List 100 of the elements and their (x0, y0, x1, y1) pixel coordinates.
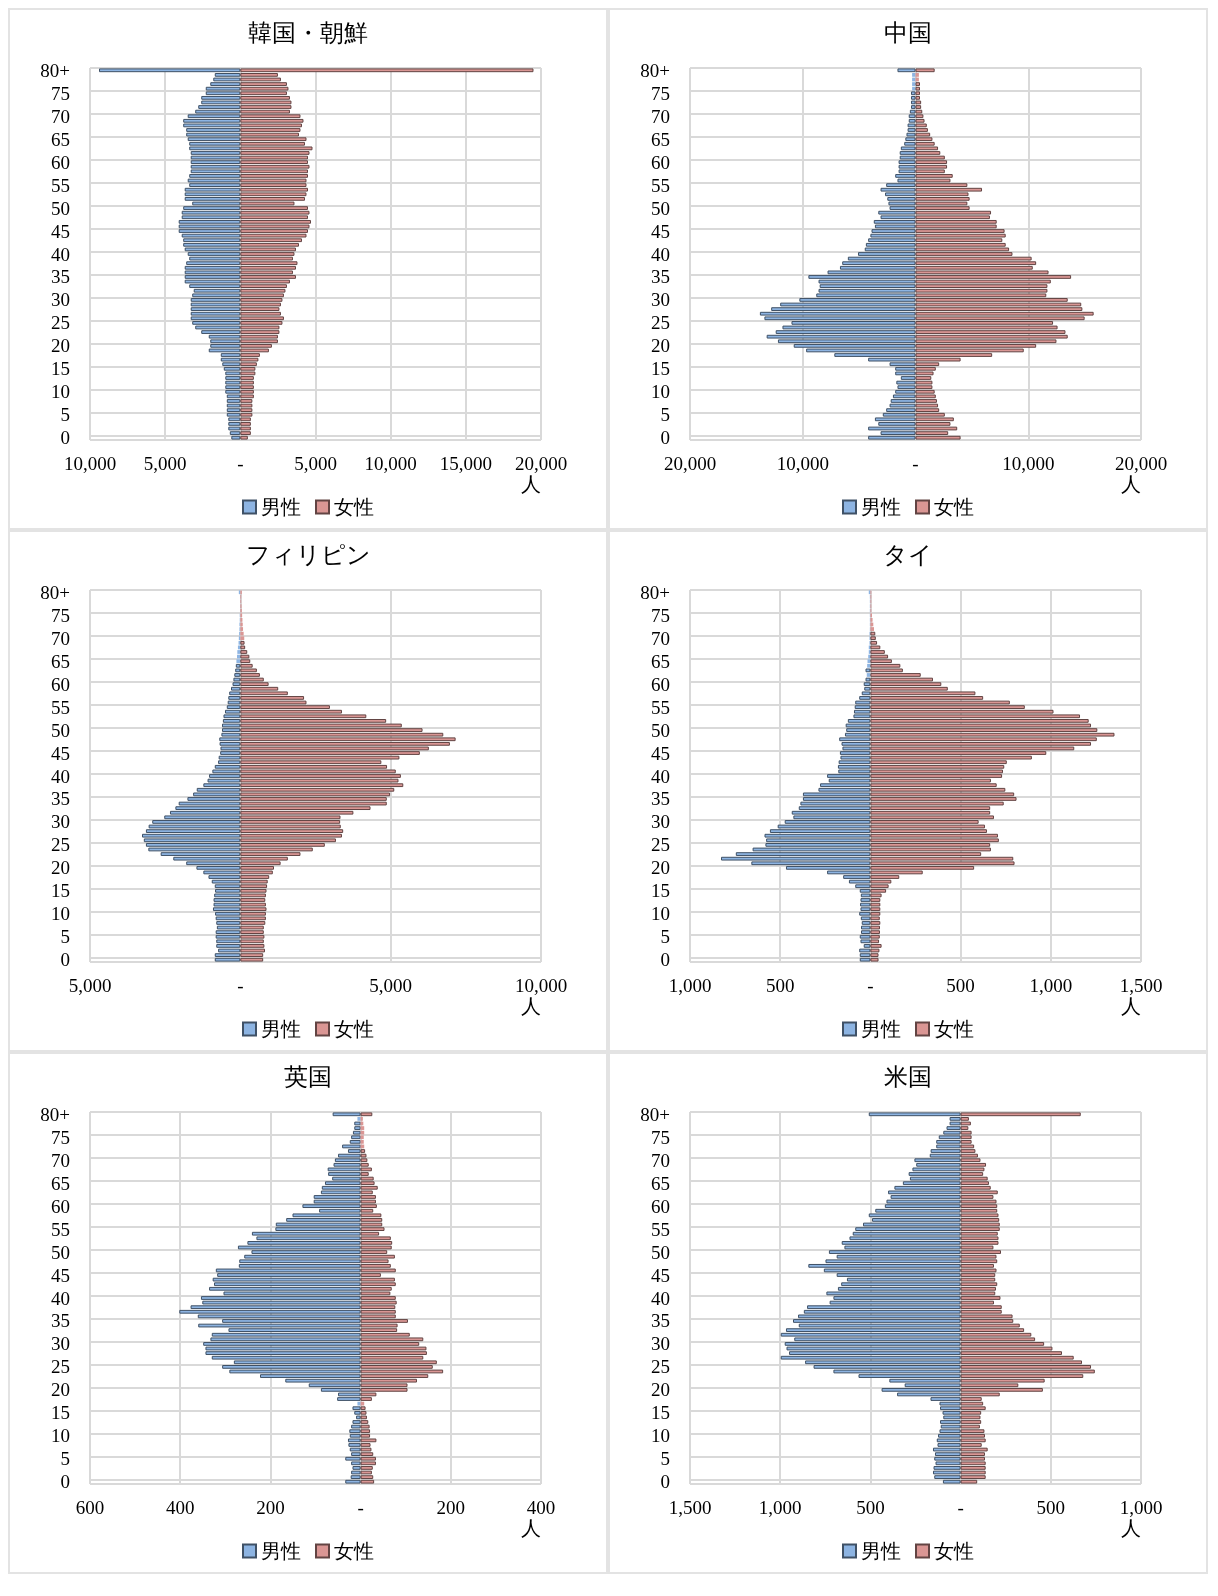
chart-title: 英国 (284, 1064, 332, 1090)
y-tick-label: 80+ (40, 59, 70, 81)
y-tick-label: 5 (660, 404, 670, 426)
y-tick-label: 50 (51, 1241, 70, 1263)
y-tick-label: 20 (51, 857, 70, 879)
y-tick-label: 25 (651, 1356, 670, 1378)
x-tick-label: 5,000 (68, 975, 112, 996)
legend-label: 女性 (334, 1018, 374, 1040)
x-tick-label: 5,000 (143, 453, 187, 474)
x-tick-label: 500 (765, 975, 795, 996)
y-tick-label: 5 (60, 1448, 70, 1470)
x-tick-label: 20,000 (663, 453, 717, 474)
y-tick-label: 70 (51, 627, 70, 649)
y-tick-label: 50 (651, 197, 670, 219)
legend-label: 女性 (934, 1018, 974, 1040)
y-tick-label: 60 (51, 1195, 70, 1217)
y-tick-label: 60 (651, 1195, 670, 1217)
x-tick-label: 1,000 (758, 1497, 802, 1518)
y-tick-label: 15 (651, 880, 670, 902)
y-tick-label: 40 (51, 243, 70, 265)
y-tick-label: 65 (51, 1172, 70, 1194)
y-tick-label: 55 (651, 174, 670, 196)
y-tick-label: 75 (651, 82, 670, 104)
x-tick-label: 400 (165, 1497, 195, 1518)
chart-title: タイ (883, 542, 933, 568)
y-tick-label: 75 (51, 1126, 70, 1148)
y-tick-label: 0 (660, 949, 670, 971)
y-tick-label: 80+ (40, 581, 70, 603)
y-tick-label: 35 (651, 788, 670, 810)
y-tick-label: 40 (51, 765, 70, 787)
y-tick-label: 20 (651, 335, 670, 357)
legend-label: 男性 (861, 1540, 901, 1562)
x-axis-title: 人 (521, 995, 541, 1017)
y-tick-label: 30 (651, 289, 670, 311)
x-tick-label: 500 (856, 1497, 885, 1518)
x-tick-label: 1,000 (1119, 1497, 1163, 1518)
y-tick-label: 70 (651, 627, 670, 649)
chart-title: 米国 (884, 1064, 932, 1090)
x-tick-label: 5,000 (294, 453, 337, 474)
x-axis-title: 人 (521, 473, 541, 495)
y-tick-label: 45 (651, 1264, 670, 1286)
y-tick-label: 10 (51, 903, 70, 925)
y-tick-label: 45 (51, 742, 70, 764)
y-tick-label: 60 (51, 151, 70, 173)
y-tick-label: 70 (651, 1149, 670, 1171)
y-tick-label: 40 (51, 1287, 70, 1309)
y-tick-label: 35 (651, 266, 670, 288)
y-tick-label: 65 (651, 128, 670, 150)
x-tick-label: 500 (1036, 1497, 1066, 1518)
x-tick-label: 400 (526, 1497, 556, 1518)
legend-label: 男性 (261, 1540, 301, 1562)
y-tick-label: 15 (651, 1402, 670, 1424)
y-tick-label: 80+ (40, 1103, 70, 1125)
y-tick-label: 60 (51, 673, 70, 695)
y-tick-label: 50 (51, 719, 70, 741)
x-tick-label: 1,500 (1119, 975, 1163, 996)
y-tick-label: 25 (651, 312, 670, 334)
y-tick-label: 45 (651, 220, 670, 242)
y-tick-label: 80+ (640, 1103, 670, 1125)
y-tick-label: 40 (651, 243, 670, 265)
y-tick-label: 75 (651, 1126, 670, 1148)
x-tick-label: 10,000 (776, 453, 829, 474)
y-tick-label: 40 (651, 1287, 670, 1309)
x-tick-label: 10,000 (364, 453, 417, 474)
legend-label: 女性 (334, 1540, 374, 1562)
y-tick-label: 20 (651, 1379, 670, 1401)
y-tick-label: 5 (60, 404, 70, 426)
y-tick-label: 25 (51, 834, 70, 856)
y-tick-label: 15 (51, 358, 70, 380)
y-tick-label: 65 (651, 650, 670, 672)
y-tick-label: 0 (60, 949, 70, 971)
y-tick-label: 0 (660, 1471, 670, 1493)
y-tick-label: 45 (651, 742, 670, 764)
y-tick-label: 15 (51, 1402, 70, 1424)
x-axis-title: 人 (1121, 1517, 1141, 1539)
y-tick-label: 30 (51, 811, 70, 833)
y-tick-label: 35 (51, 266, 70, 288)
y-tick-label: 80+ (640, 59, 670, 81)
y-tick-label: 15 (651, 358, 670, 380)
y-tick-label: 55 (651, 1218, 670, 1240)
y-tick-label: 65 (51, 650, 70, 672)
chart-title: 中国 (884, 20, 932, 46)
y-tick-label: 25 (51, 1356, 70, 1378)
x-tick-label: 1,000 (1029, 975, 1073, 996)
y-tick-label: 20 (651, 857, 670, 879)
y-tick-label: 0 (60, 427, 70, 449)
y-tick-label: 20 (51, 1379, 70, 1401)
y-tick-label: 80+ (640, 581, 670, 603)
x-tick-label: 10,000 (514, 975, 568, 996)
y-tick-label: 10 (651, 903, 670, 925)
x-tick-label: 600 (75, 1497, 105, 1518)
y-tick-label: 50 (651, 719, 670, 741)
y-tick-label: 65 (51, 128, 70, 150)
chart-title: 韓国・朝鮮 (248, 20, 368, 46)
y-tick-label: 15 (51, 880, 70, 902)
x-tick-label: 500 (946, 975, 975, 996)
x-tick-label: - (237, 975, 244, 996)
y-tick-label: 35 (51, 788, 70, 810)
y-tick-label: 25 (51, 312, 70, 334)
y-tick-label: 75 (651, 604, 670, 626)
